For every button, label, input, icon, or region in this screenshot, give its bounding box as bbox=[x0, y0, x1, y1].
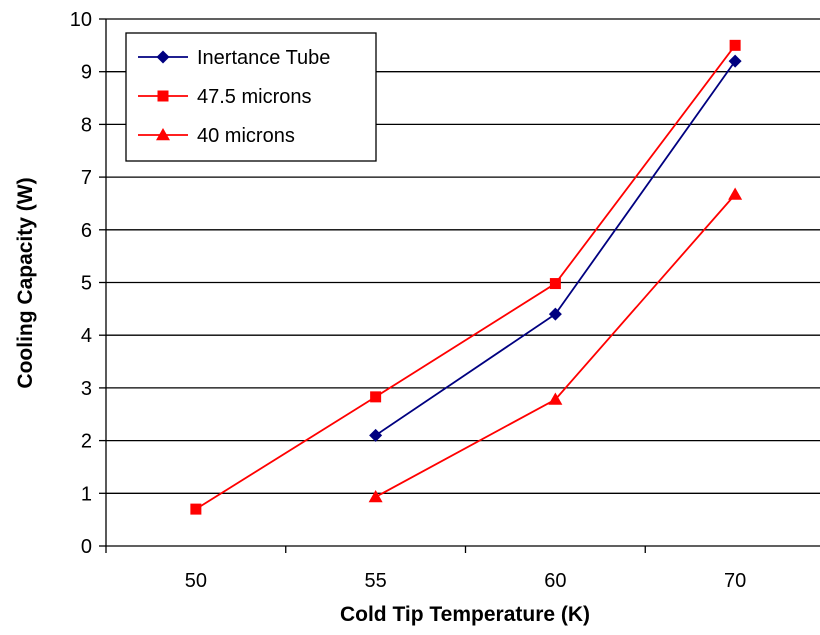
y-tick-label: 1 bbox=[81, 483, 92, 505]
y-tick-label: 8 bbox=[81, 114, 92, 136]
data-point bbox=[728, 54, 742, 68]
series-2 bbox=[190, 39, 741, 515]
data-point bbox=[548, 307, 562, 321]
legend-marker bbox=[156, 50, 170, 64]
x-axis-ticks: 50 55 60 70 bbox=[105, 546, 746, 592]
y-tick-label: 5 bbox=[81, 273, 92, 295]
data-point bbox=[369, 428, 383, 442]
y-axis-title: Cooling Capacity (W) bbox=[14, 177, 37, 388]
legend-item: 47.5 microns bbox=[138, 86, 312, 108]
y-axis-ticks: 0 1 2 3 4 5 6 7 8 9 10 bbox=[70, 9, 106, 558]
legend-item: Inertance Tube bbox=[138, 47, 330, 69]
x-axis-title: Cold Tip Temperature (K) bbox=[340, 603, 590, 626]
legend-label: 40 microns bbox=[197, 125, 295, 147]
y-tick-label: 6 bbox=[81, 220, 92, 242]
y-tick-label: 7 bbox=[81, 167, 92, 189]
y-tick-label: 9 bbox=[81, 62, 92, 84]
x-tick-label: 60 bbox=[544, 570, 566, 592]
legend-item: 40 microns bbox=[138, 125, 295, 147]
legend: Inertance Tube 47.5 microns 40 microns bbox=[125, 32, 377, 162]
y-tick-label: 3 bbox=[81, 378, 92, 400]
data-point bbox=[729, 39, 741, 51]
y-tick-label: 0 bbox=[81, 536, 92, 558]
legend-label: Inertance Tube bbox=[197, 47, 330, 69]
legend-marker bbox=[157, 90, 169, 102]
series-layer bbox=[190, 39, 743, 515]
y-tick-label: 2 bbox=[81, 431, 92, 453]
x-tick-label: 70 bbox=[724, 570, 746, 592]
legend-marker bbox=[156, 128, 170, 141]
data-point bbox=[548, 392, 563, 405]
data-point bbox=[190, 503, 202, 515]
y-tick-label: 4 bbox=[81, 325, 92, 347]
series-1 bbox=[369, 54, 742, 442]
x-tick-label: 50 bbox=[185, 570, 207, 592]
data-point bbox=[370, 391, 382, 403]
gridlines bbox=[106, 18, 820, 494]
y-tick-label: 10 bbox=[70, 9, 92, 31]
data-point bbox=[728, 187, 743, 200]
x-tick-label: 55 bbox=[365, 570, 387, 592]
data-point bbox=[368, 489, 383, 503]
series-3 bbox=[368, 187, 743, 503]
legend-label: 47.5 microns bbox=[197, 86, 312, 108]
series-line bbox=[195, 44, 736, 510]
data-point bbox=[549, 278, 561, 290]
series-line bbox=[375, 193, 736, 498]
